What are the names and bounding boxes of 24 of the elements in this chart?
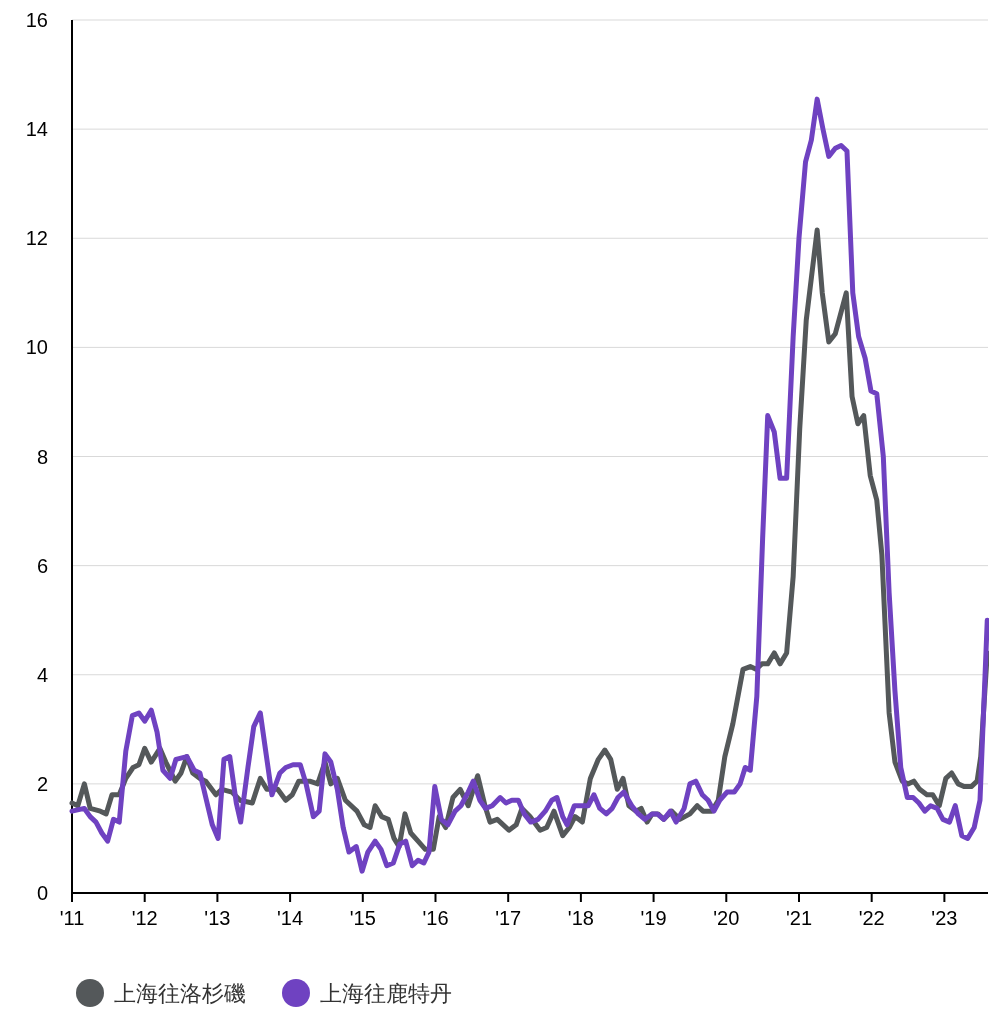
- x-tick-label: '17: [495, 907, 522, 929]
- y-tick-label: 16: [25, 9, 48, 31]
- y-tick-label: 2: [36, 772, 48, 795]
- y-tick-label: 0: [36, 882, 48, 904]
- y-tick-label: 12: [25, 227, 48, 250]
- x-tick-label: '16: [422, 907, 449, 929]
- x-tick-label: '14: [277, 907, 304, 929]
- x-tick-label: '13: [204, 907, 231, 929]
- x-tick-label: '20: [713, 907, 740, 929]
- y-tick-label: 6: [36, 554, 48, 577]
- x-tick-label: '18: [567, 907, 594, 929]
- y-tick-label: 8: [36, 445, 48, 468]
- x-tick-label: '15: [349, 907, 376, 929]
- y-tick-label: 14: [25, 118, 48, 141]
- x-tick-label: '21: [785, 907, 813, 929]
- x-tick-label: '11: [59, 907, 85, 929]
- x-tick-label: '22: [858, 907, 885, 929]
- y-tick-label: 10: [25, 336, 48, 359]
- x-tick-label: '23: [931, 907, 958, 929]
- legend-label: 上海往鹿特丹: [320, 981, 452, 1006]
- legend-label: 上海往洛杉磯: [114, 981, 246, 1006]
- x-tick-label: '19: [640, 907, 667, 929]
- x-tick-label: '12: [131, 907, 158, 929]
- y-tick-label: 4: [36, 663, 48, 686]
